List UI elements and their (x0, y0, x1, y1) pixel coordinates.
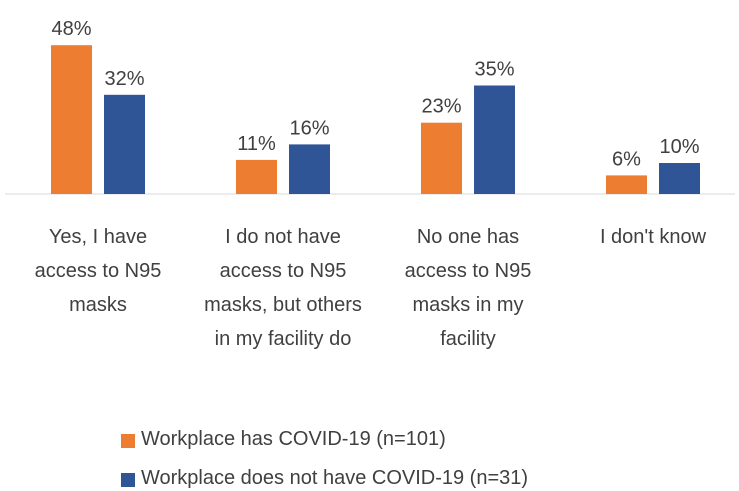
bar (659, 163, 700, 194)
x-tick-label: I do not have access to N95 masks, but o… (204, 226, 362, 350)
legend-label: Workplace does not have COVID-19 (n=31) (141, 467, 529, 489)
x-tick-label: I don't know (599, 226, 707, 248)
data-label: 35% (474, 59, 514, 81)
x-tick-label: No one has access to N95 masks in my fac… (404, 226, 532, 350)
data-label: 11% (237, 133, 276, 155)
data-label: 23% (421, 96, 461, 118)
bar (236, 159, 277, 194)
bar (289, 144, 330, 194)
data-label: 10% (659, 136, 699, 158)
legend-label: Workplace has COVID-19 (n=101) (141, 428, 446, 450)
x-tick-label: Yes, I have access to N95 masks (34, 226, 162, 316)
legend-swatch (121, 473, 135, 487)
bar (606, 175, 647, 194)
data-label: 6% (612, 148, 641, 170)
legend-swatch (121, 434, 135, 448)
data-label: 48% (51, 18, 91, 40)
bar (51, 45, 92, 195)
bar (474, 85, 515, 194)
bar (104, 94, 145, 194)
bar (421, 122, 462, 194)
data-label: 16% (289, 117, 329, 139)
data-label: 32% (104, 68, 144, 90)
